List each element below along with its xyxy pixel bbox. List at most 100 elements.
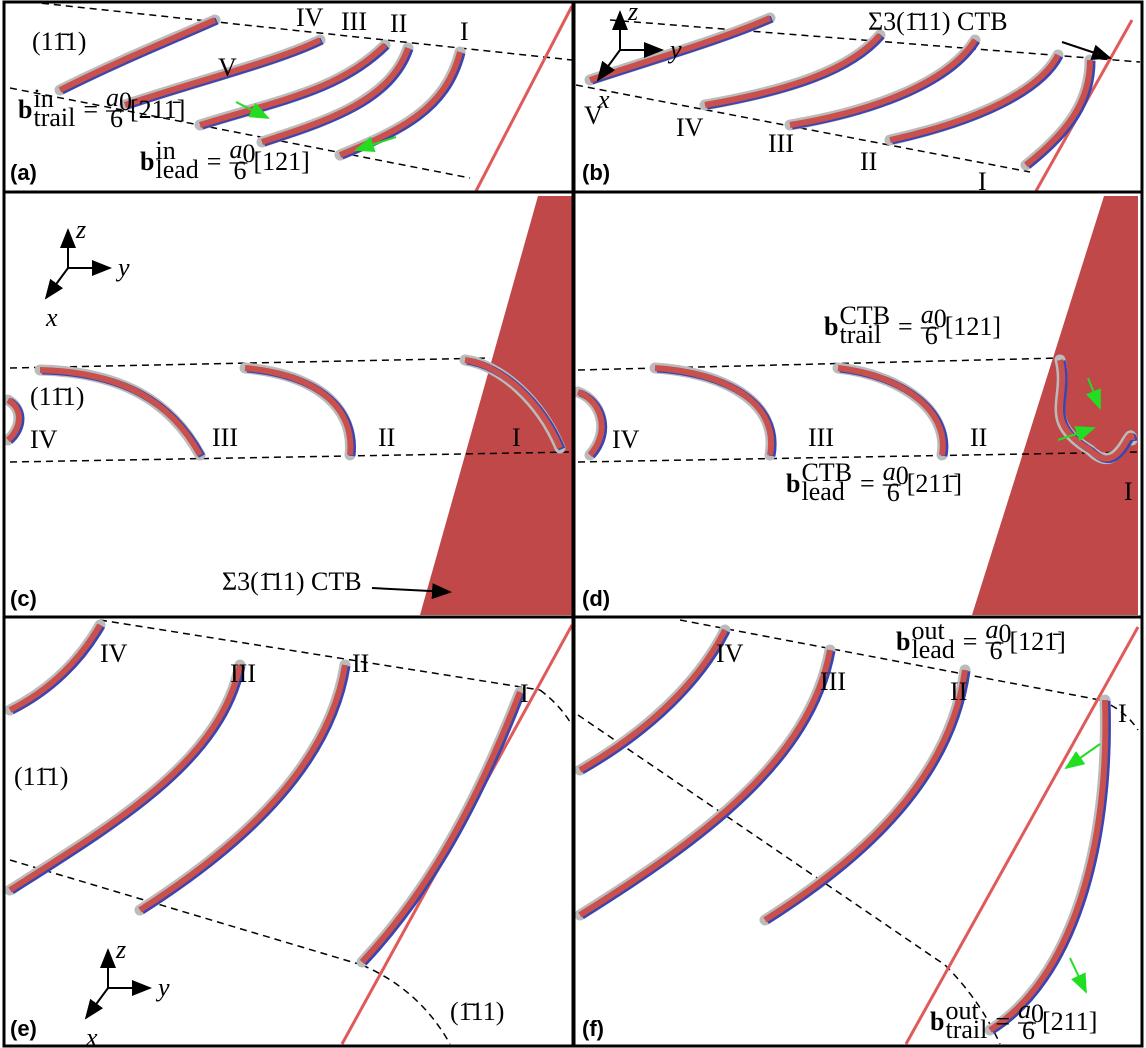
direction: [121] xyxy=(253,147,309,176)
dislocation-label: I xyxy=(512,423,521,452)
twin-boundary xyxy=(476,6,572,191)
vector-sub: trail xyxy=(945,1015,987,1044)
dislocation xyxy=(890,55,1058,140)
axis-label: z xyxy=(627,0,638,26)
dashed-line xyxy=(578,715,945,965)
equals: = xyxy=(83,95,98,124)
dashed-line xyxy=(100,620,540,690)
dislocation xyxy=(655,368,771,455)
panel-label: (a) xyxy=(10,160,37,185)
dislocation-halo xyxy=(790,40,975,125)
axis-label: y xyxy=(667,35,682,64)
vector-sub: trail xyxy=(839,320,881,349)
denominator: 6 xyxy=(925,321,938,350)
plane-label: (11̄1) xyxy=(32,27,86,56)
vector-symbol: b xyxy=(140,147,154,176)
axis-label: z xyxy=(75,215,86,244)
dislocation-label: IV xyxy=(100,639,128,668)
dislocation-label: II xyxy=(950,677,967,706)
plane-label: (11̄1) xyxy=(30,382,84,411)
denominator: 6 xyxy=(989,636,1002,665)
vector-symbol: b xyxy=(930,1007,944,1036)
equals: = xyxy=(898,312,913,341)
axis-label: x xyxy=(45,303,58,332)
dislocation-label: II xyxy=(378,423,395,452)
dashed-arc xyxy=(540,690,572,725)
dislocation-halo xyxy=(705,35,880,105)
dislocation-label: III xyxy=(820,667,846,696)
direction: [121̄] xyxy=(1009,627,1065,656)
dislocation-halo xyxy=(362,692,520,962)
dislocation-label: I xyxy=(1124,477,1133,506)
dislocation-label: III xyxy=(212,423,238,452)
panel-label: (c) xyxy=(10,586,37,611)
axis-label: z xyxy=(115,935,126,964)
pointer-arrow xyxy=(86,988,108,1018)
dislocation-halo xyxy=(10,625,100,710)
dislocation-label: III xyxy=(341,7,367,36)
dislocation-label: III xyxy=(768,129,794,158)
denominator: 6 xyxy=(1022,1016,1035,1045)
vector-symbol: b xyxy=(896,627,910,656)
pointer-arrow xyxy=(46,268,68,298)
vector-symbol: b xyxy=(18,95,32,124)
dislocation xyxy=(765,670,965,920)
axis-label: y xyxy=(155,973,170,1002)
ctb-label: Σ3(1̄11) CTB xyxy=(868,7,1008,36)
panel-label: (d) xyxy=(582,586,610,611)
dislocation-edge xyxy=(767,671,967,921)
equals: = xyxy=(207,147,222,176)
burgers-arrow xyxy=(1070,958,1086,992)
plane-label: (1̄11) xyxy=(450,997,504,1026)
denominator: 6 xyxy=(233,156,246,185)
dislocation-label: II xyxy=(352,649,369,678)
dislocation-label: IV xyxy=(30,425,58,454)
dislocation xyxy=(140,665,345,910)
pointer-arrow xyxy=(1062,42,1110,58)
panel-label: (f) xyxy=(582,1016,604,1041)
dislocation-label: I xyxy=(1118,699,1127,728)
panel-frame xyxy=(4,617,573,1046)
vector-sub: lead xyxy=(155,155,198,184)
dislocation xyxy=(790,40,975,125)
dislocation-label: II xyxy=(860,147,877,176)
ctb-label: Σ3(1̄11) CTB xyxy=(222,567,362,596)
dislocation-edge xyxy=(142,666,347,911)
direction: [211̄] xyxy=(130,95,185,124)
panel-label: (b) xyxy=(582,160,610,185)
dislocation-label: I xyxy=(460,17,469,46)
axis-label: x xyxy=(597,85,610,114)
dislocation-halo xyxy=(765,670,965,920)
dislocation xyxy=(838,368,943,455)
twin-boundary xyxy=(906,627,1138,1044)
vector-sub: lead xyxy=(911,635,954,664)
dislocation xyxy=(580,650,830,915)
vector-sub: lead xyxy=(801,477,844,506)
dislocation-edge xyxy=(792,41,977,126)
equals: = xyxy=(995,1007,1010,1036)
panel-frame xyxy=(574,617,1142,1046)
dislocation-label: IV xyxy=(676,113,704,142)
dislocation-halo xyxy=(890,55,1058,140)
dislocation-halo xyxy=(580,630,725,770)
dashed-line xyxy=(576,85,1030,172)
dislocation-halo xyxy=(580,650,830,915)
denominator: 6 xyxy=(887,478,900,507)
equals: = xyxy=(963,627,978,656)
dislocation-label: II xyxy=(390,9,407,38)
dislocation-label: IV xyxy=(716,639,744,668)
dislocation xyxy=(362,692,520,962)
panel-label: (e) xyxy=(10,1016,37,1041)
figure: VIVIIIIII(11̄1)bintrail=a06[211̄]binlead… xyxy=(0,0,1146,1048)
dislocation-label: IV xyxy=(612,425,640,454)
vector-symbol: b xyxy=(824,312,838,341)
plane-label: (11̄1) xyxy=(14,762,68,791)
twin-band xyxy=(420,196,572,615)
vector-symbol: b xyxy=(786,469,800,498)
panel-frame xyxy=(574,2,1142,192)
dislocation-label: I xyxy=(520,679,529,708)
